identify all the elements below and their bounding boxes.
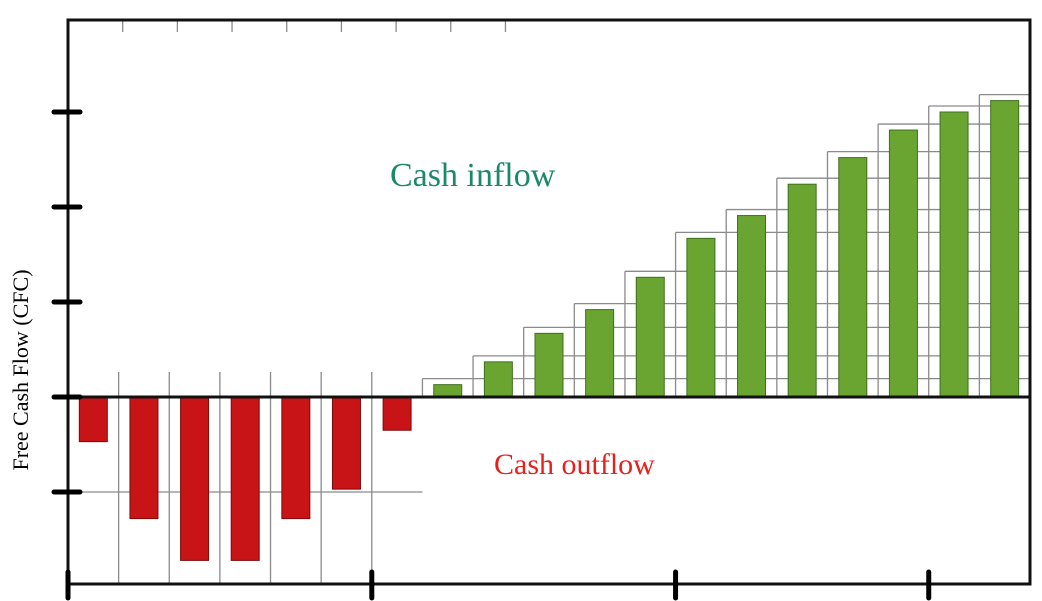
bar xyxy=(737,215,767,398)
plot-frame xyxy=(66,18,1032,586)
bar xyxy=(382,396,412,431)
bar xyxy=(939,111,969,398)
cash-outflow-label: Cash outflow xyxy=(494,448,655,481)
bar xyxy=(281,396,311,520)
bar xyxy=(78,396,108,443)
bars xyxy=(78,100,1020,561)
bar xyxy=(787,183,817,398)
bar xyxy=(888,129,918,398)
y-axis-label: Free Cash Flow (CFC) xyxy=(8,269,33,470)
bar xyxy=(534,332,564,398)
bar xyxy=(230,396,260,561)
bar xyxy=(838,157,868,398)
bar xyxy=(990,100,1020,398)
cash-inflow-label: Cash inflow xyxy=(390,157,556,194)
bar xyxy=(585,309,615,398)
bar xyxy=(331,396,361,490)
bar xyxy=(129,396,159,520)
bar xyxy=(180,396,210,561)
bar xyxy=(483,361,513,398)
bar xyxy=(635,276,665,398)
bar xyxy=(686,237,716,398)
y-ticks xyxy=(51,109,83,495)
x-ticks xyxy=(65,569,932,601)
bar xyxy=(433,384,463,398)
grid-lines xyxy=(67,20,1030,584)
